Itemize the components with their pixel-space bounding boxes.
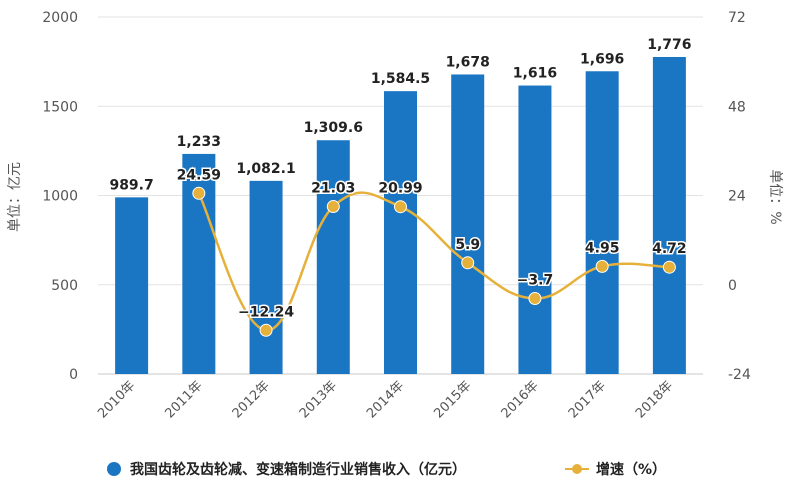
x-tick-label: 2017年 bbox=[566, 378, 609, 421]
y-tick-label: 1000 bbox=[42, 189, 78, 205]
x-tick-label: 2012年 bbox=[230, 378, 273, 421]
legend-bar-marker bbox=[107, 462, 121, 476]
bar bbox=[652, 56, 686, 374]
growth-value-label: 4.95 bbox=[585, 240, 620, 256]
growth-point bbox=[461, 256, 475, 270]
y-tick-label: 500 bbox=[51, 278, 78, 294]
growth-value-label: 21.03 bbox=[311, 181, 355, 197]
growth-value-label: 4.72 bbox=[652, 241, 687, 257]
y-axis-right-title: 单位：% bbox=[767, 169, 783, 224]
growth-point bbox=[595, 259, 609, 273]
legend: 我国齿轮及齿轮减、变速箱制造行业销售收入（亿元） 增速（%） bbox=[107, 461, 666, 478]
bar bbox=[249, 180, 283, 374]
growth-point bbox=[192, 186, 206, 200]
bar bbox=[518, 85, 552, 374]
growth-value-label: 5.9 bbox=[455, 237, 480, 253]
growth-value-label: 24.59 bbox=[177, 167, 221, 183]
y-axis-left-title: 单位：亿元 bbox=[7, 162, 23, 232]
y-tick-label: 1500 bbox=[42, 99, 78, 115]
x-tick-label: 2014年 bbox=[364, 378, 407, 421]
legend-line-label: 增速（%） bbox=[596, 461, 666, 478]
bar bbox=[316, 140, 350, 374]
bar bbox=[585, 71, 619, 374]
growth-point bbox=[528, 292, 542, 306]
x-tick-label: 2016年 bbox=[499, 378, 542, 421]
y-axis-left: 0 500 1000 1500 2000 bbox=[42, 10, 78, 383]
legend-line-marker bbox=[572, 464, 582, 474]
growth-value-label: 20.99 bbox=[378, 181, 422, 197]
bar-value-label: 1,233 bbox=[177, 134, 221, 150]
bar-value-label: 1,082.1 bbox=[236, 161, 295, 177]
bar bbox=[451, 74, 485, 375]
x-tick-label: 2015年 bbox=[431, 378, 474, 421]
bar-value-label: 1,696 bbox=[580, 51, 624, 67]
growth-value-label: −3.7 bbox=[517, 273, 554, 289]
y-axis-right: -24 0 24 48 72 bbox=[728, 10, 751, 383]
growth-point bbox=[326, 200, 340, 214]
y2-tick-label: 72 bbox=[728, 10, 746, 26]
legend-bar-label: 我国齿轮及齿轮减、变速箱制造行业销售收入（亿元） bbox=[130, 461, 466, 478]
y-tick-label: 2000 bbox=[42, 10, 78, 26]
x-tick-label: 2011年 bbox=[162, 378, 205, 421]
bar-value-label: 1,776 bbox=[647, 37, 691, 53]
growth-value-label: −12.24 bbox=[238, 304, 294, 320]
bar bbox=[115, 197, 149, 374]
x-tick-label: 2010年 bbox=[95, 378, 138, 421]
bar-value-label: 1,309.6 bbox=[304, 120, 363, 136]
y2-tick-label: -24 bbox=[728, 367, 751, 383]
growth-point bbox=[259, 323, 273, 337]
bar-value-label: 1,678 bbox=[446, 54, 490, 70]
x-tick-label: 2013年 bbox=[297, 378, 340, 421]
bar bbox=[384, 91, 417, 374]
growth-point bbox=[394, 200, 407, 214]
bar-value-label: 989.7 bbox=[109, 177, 153, 193]
growth-point bbox=[662, 260, 676, 274]
bar-value-label: 1,616 bbox=[513, 66, 557, 82]
y2-tick-label: 0 bbox=[728, 278, 737, 294]
bar-value-label: 1,584.5 bbox=[371, 71, 430, 87]
x-axis: 2010年 2011年 2012年 2013年 2014年 2015年 2016年 2017年… bbox=[95, 378, 676, 421]
x-tick-label: 2018年 bbox=[633, 378, 676, 421]
y2-tick-label: 24 bbox=[728, 189, 746, 205]
line-series: 24.59 −12.24 21.03 20.99 5.9 −3.7 4.95 4.72 bbox=[175, 166, 688, 337]
y-tick-label: 0 bbox=[69, 367, 78, 383]
y2-tick-label: 48 bbox=[728, 99, 746, 115]
